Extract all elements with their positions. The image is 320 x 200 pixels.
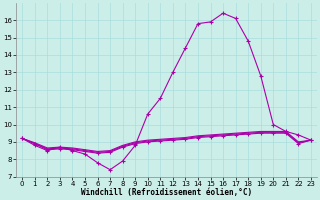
X-axis label: Windchill (Refroidissement éolien,°C): Windchill (Refroidissement éolien,°C) — [81, 188, 252, 197]
